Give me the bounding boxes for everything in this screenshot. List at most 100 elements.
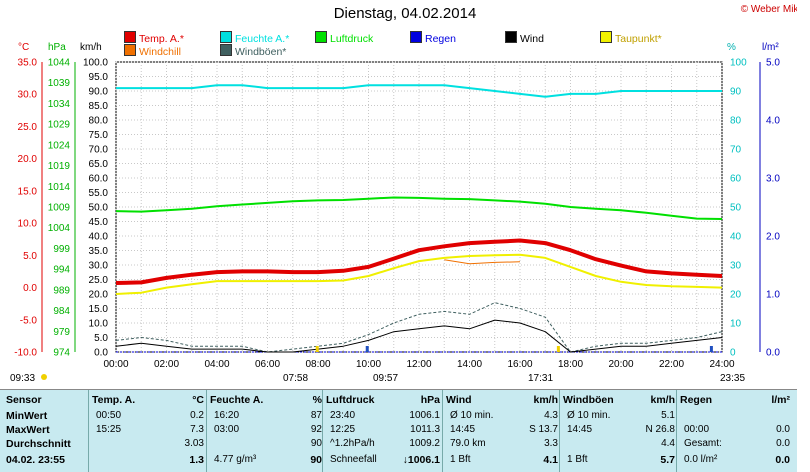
temp-tick-label: 30.0 — [18, 90, 38, 101]
stats-cell-left: 14:45 — [567, 424, 593, 435]
wind-tick-label: 0.0 — [94, 348, 108, 359]
pressure-tick-label: 999 — [53, 244, 70, 255]
legend-swatch — [410, 31, 422, 43]
rain-tick-label: 1.0 — [766, 290, 780, 301]
stats-cell-left: Gesamt: — [684, 438, 722, 449]
series-line — [116, 84, 722, 98]
humidity-tick-label: 60 — [730, 174, 742, 185]
stats-column-head: Sensor — [6, 394, 42, 406]
rain-unit-label: l/m² — [762, 42, 779, 53]
wind-tick-label: 70.0 — [89, 145, 109, 156]
legend-label: Feuchte A.* — [235, 33, 290, 45]
wind-tick-label: 95.0 — [89, 72, 109, 83]
stats-cell-left: 79.0 km — [450, 438, 486, 449]
legend-label: Regen — [425, 33, 456, 45]
wind-unit-label: km/h — [80, 42, 102, 53]
humidity-tick-label: 0 — [730, 348, 736, 359]
humidity-tick-label: 40 — [730, 232, 742, 243]
wind-tick-label: 25.0 — [89, 275, 109, 286]
stats-cell-right: 4.3 — [544, 410, 558, 421]
legend-label: Luftdruck — [330, 33, 374, 45]
stats-cell-left: 15:25 — [96, 424, 122, 435]
stats-cell-left: 00:00 — [684, 424, 710, 435]
stats-cell-right: 87 — [310, 410, 322, 421]
sunset-label: 17:31 — [528, 373, 554, 384]
stats-column-head: Windböen — [563, 394, 614, 406]
temp-tick-label: -5.0 — [20, 315, 38, 326]
series-line — [115, 253, 723, 295]
x-tick-label: 12:00 — [406, 359, 431, 370]
pressure-tick-label: 1019 — [48, 161, 71, 172]
temp-tick-label: 0.0 — [23, 283, 37, 294]
pressure-tick-label: 1039 — [48, 78, 71, 89]
stats-cell-left: 14:45 — [450, 424, 476, 435]
pressure-tick-label: 1024 — [48, 140, 71, 151]
chart-title: Dienstag, 04.02.2014 — [333, 5, 477, 22]
stats-cell-left: 1 Bft — [450, 454, 471, 465]
legend-swatch — [600, 31, 612, 43]
stats-column-unit: °C — [192, 394, 204, 406]
stats-column-head: Regen — [680, 394, 713, 406]
stats-cell-right: 90 — [310, 454, 322, 466]
legend-item: Windchill — [124, 44, 181, 58]
pressure-tick-label: 979 — [53, 327, 70, 338]
pressure-tick-label: 1029 — [48, 120, 71, 131]
wind-tick-label: 30.0 — [89, 261, 109, 272]
humidity-unit-label: % — [727, 42, 736, 53]
pressure-tick-label: 1009 — [48, 203, 71, 214]
wind-tick-label: 75.0 — [89, 130, 109, 141]
temp-tick-label: -10.0 — [14, 348, 37, 359]
stats-cell-right: 1009.2 — [409, 438, 440, 449]
series-line — [115, 238, 723, 285]
stats-cell-right: 0.0 — [776, 438, 790, 449]
legend-item: Feuchte A.* — [220, 31, 289, 45]
wind-tick-label: 60.0 — [89, 174, 109, 185]
wind-tick-label: 100.0 — [83, 58, 108, 69]
sunrise-left-label: 09:33 — [10, 373, 36, 384]
stats-cell-right: 3.3 — [544, 438, 558, 449]
wind-tick-label: 50.0 — [89, 203, 109, 214]
temp-tick-label: 20.0 — [18, 154, 38, 165]
stats-cell-right: S 13.7 — [529, 424, 558, 435]
sun-icon — [41, 374, 47, 380]
stats-column-head: Temp. A. — [92, 394, 136, 406]
humidity-tick-label: 70 — [730, 145, 742, 156]
legend-label: Windchill — [139, 46, 182, 58]
stats-table: Sensor MinWert MaxWert Durchschnitt 04.02. 2… — [0, 389, 797, 472]
temp-tick-label: 25.0 — [18, 122, 38, 133]
stats-cell-right: 5.7 — [660, 454, 675, 466]
stats-column-head: Feuchte A. — [210, 394, 264, 406]
wind-tick-label: 35.0 — [89, 246, 109, 257]
wind-tick-label: 20.0 — [89, 290, 109, 301]
x-tick-label: 16:00 — [507, 359, 532, 370]
series-line — [115, 196, 723, 220]
stats-column-separator — [206, 390, 207, 472]
temp-unit-label: °C — [18, 42, 30, 53]
legend-swatch — [315, 31, 327, 43]
stats-cell-right: ↓1006.1 — [402, 454, 440, 466]
rain-tick-label: 4.0 — [766, 116, 780, 127]
humidity-tick-label: 10 — [730, 319, 742, 330]
stats-cell-left: ^1.2hPa/h — [330, 438, 375, 449]
pressure-tick-label: 1014 — [48, 182, 71, 193]
legend-item: Wind — [505, 31, 544, 45]
series-line — [115, 302, 723, 353]
legend-swatch — [505, 31, 517, 43]
stats-cell-left: 03:00 — [214, 424, 240, 435]
stats-column-unit: km/h — [650, 394, 675, 406]
stats-row-label: MaxWert — [6, 424, 50, 436]
stats-cell-right: 3.03 — [184, 438, 204, 449]
x-tick-label: 08:00 — [305, 359, 330, 370]
temp-tick-label: 15.0 — [18, 186, 38, 197]
stats-cell-right: 4.4 — [661, 438, 675, 449]
pressure-tick-label: 994 — [53, 265, 70, 276]
stats-cell-right: 1006.1 — [409, 410, 440, 421]
wind-tick-label: 45.0 — [89, 217, 109, 228]
wind-tick-label: 15.0 — [89, 304, 109, 315]
stats-row-label: 04.02. 23:55 — [6, 454, 65, 466]
wind-tick-label: 65.0 — [89, 159, 109, 170]
legend-swatch — [220, 44, 232, 56]
stats-cell-right: 0.2 — [190, 410, 204, 421]
humidity-tick-label: 80 — [730, 116, 742, 127]
stats-column-unit: l/m² — [771, 394, 790, 406]
